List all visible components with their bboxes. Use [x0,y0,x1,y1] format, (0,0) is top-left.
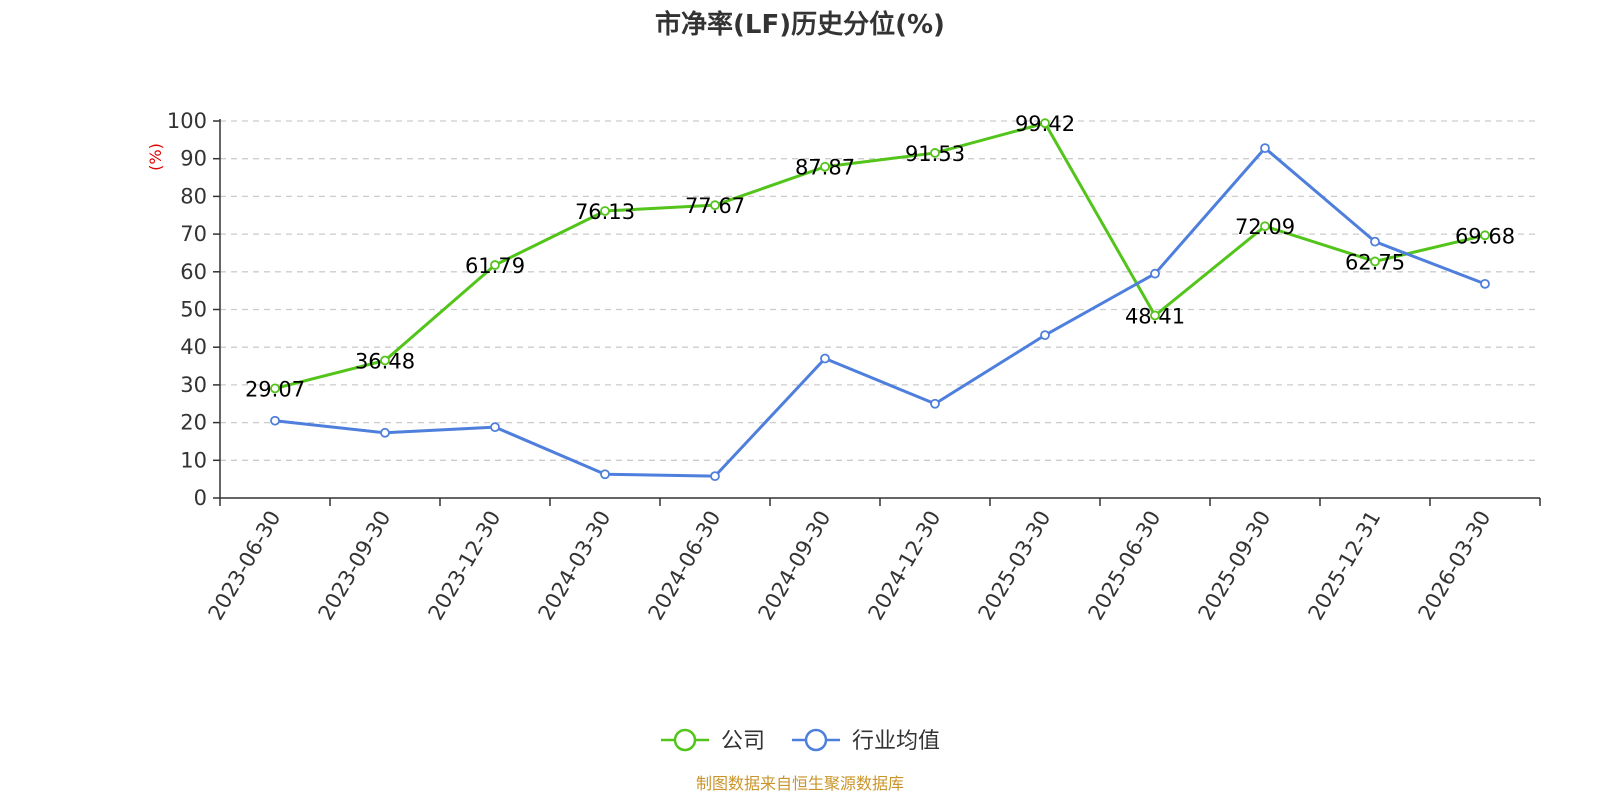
x-tick-label: 2024-03-30 [534,507,616,625]
y-tick-label: 90 [180,147,207,171]
x-tick-label: 2023-09-30 [314,507,396,625]
data-point [820,161,830,172]
y-tick-label: 20 [180,411,207,435]
x-tick-label: 2024-09-30 [754,507,836,625]
data-labels: 29.07 36.48 61.79 76.13 77.67 87.87 91.53 99.42… [245,112,1515,401]
data-point [270,415,280,426]
data-label: 99.42 [1015,112,1075,136]
data-point [1040,330,1050,341]
y-tick-label: 40 [180,335,207,359]
y-tick-label: 60 [180,260,207,284]
legend-item-2[interactable]: 行业均值 [792,728,940,754]
grid-lines [220,120,1540,461]
legend-label: 行业均值 [852,729,940,754]
data-label: 61.79 [465,254,525,278]
y-tick-label: 10 [180,448,207,472]
data-point [1370,236,1380,247]
x-tick-label: 2023-06-30 [204,507,286,625]
data-label: 62.75 [1345,250,1405,274]
legend-marker [804,728,828,752]
data-point [930,398,940,409]
legend-marker [673,728,697,752]
x-tick-label: 2024-12-30 [864,507,946,625]
data-point [1260,221,1270,232]
data-point [1480,278,1490,289]
data-point [820,353,830,364]
x-tick-label: 2024-06-30 [644,507,726,625]
data-point [380,355,390,366]
data-point [710,200,720,211]
y-tick-label: 50 [180,298,207,322]
data-label: 72.09 [1235,215,1295,239]
x-tick-label: 2025-06-30 [1084,507,1166,625]
source-note: 制图数据来自恒生聚源数据库 [696,774,904,793]
data-point [600,206,610,216]
series-line-1 [274,121,1486,390]
x-tick-label: 2025-12-31 [1304,507,1386,625]
data-label: 36.48 [355,349,415,373]
data-point [1370,256,1380,267]
x-tick-label: 2026-03-30 [1414,507,1496,625]
axes [219,119,1540,499]
y-tick-label: 70 [180,222,207,246]
x-tick-label: 2023-12-30 [424,507,506,625]
x-tick-label: 2025-09-30 [1194,507,1276,625]
y-axis-unit: (%) [146,143,165,171]
data-label: 29.07 [245,377,305,401]
data-label: 76.13 [575,200,635,224]
legend-item-1[interactable]: 公司 [661,728,765,754]
chart-title: 市净率(LF)历史分位(%) [655,9,945,40]
y-axis-ticks: 0 10 20 30 40 50 60 70 80 90 100 [167,109,220,510]
data-label: 91.53 [905,142,965,166]
data-point [710,471,720,482]
legend-label: 公司 [721,729,765,754]
y-tick-label: 100 [167,109,207,133]
x-tick-label: 2025-03-30 [974,507,1056,625]
data-point [930,148,940,158]
series-line-2 [274,146,1486,478]
data-point [1150,268,1160,279]
data-point [1040,118,1050,129]
data-point [1260,143,1270,154]
legend[interactable]: 公司 行业均值 [661,728,940,754]
x-axis-ticks: 2023-06-30 2023-09-30 2023-12-30 2024-03-30… [204,498,1541,625]
data-label: 77.67 [685,194,745,218]
data-label: 48.41 [1125,304,1185,328]
data-point [1480,230,1490,241]
data-label: 87.87 [795,156,855,180]
data-point [490,260,500,270]
y-tick-label: 0 [194,486,207,510]
data-point [270,383,280,394]
data-label: 69.68 [1455,224,1515,248]
y-tick-label: 80 [180,184,207,208]
y-tick-label: 30 [180,373,207,397]
data-point [380,427,390,438]
data-point [1150,310,1160,321]
data-point [600,469,610,480]
data-point [490,422,500,433]
series-group [270,118,1490,482]
